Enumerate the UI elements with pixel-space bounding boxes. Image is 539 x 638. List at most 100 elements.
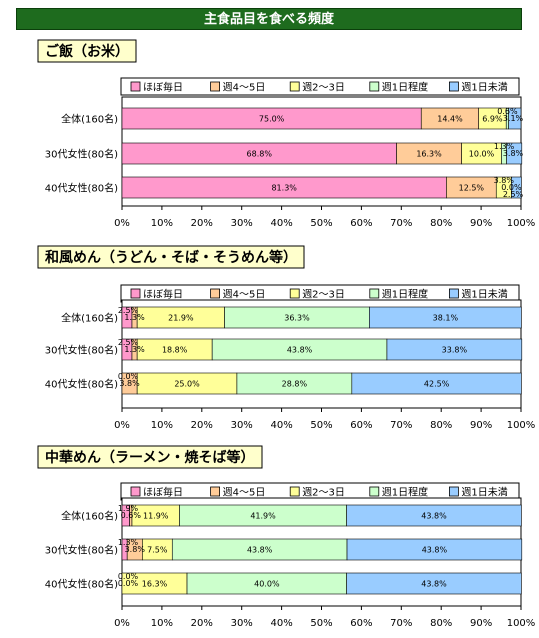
data-label: 38.1% xyxy=(433,314,459,323)
legend-swatch xyxy=(369,81,380,92)
category-label: 30代女性(80名) xyxy=(45,544,118,557)
legend-entry: 週4〜5日 xyxy=(223,487,266,499)
bar-segment xyxy=(506,142,523,165)
x-tick-label: 40% xyxy=(270,420,292,431)
x-tick-label: 0% xyxy=(114,420,130,431)
legend-entry: 週1日程度 xyxy=(382,288,428,301)
data-label: 2.5% xyxy=(503,190,524,199)
legend-swatch xyxy=(289,486,300,497)
data-label: 41.9% xyxy=(250,512,276,521)
data-label: 7.5% xyxy=(147,546,168,555)
category-label: 40代女性(80名) xyxy=(45,378,118,391)
data-label: 68.8% xyxy=(247,150,273,159)
x-tick-label: 50% xyxy=(310,618,332,629)
x-tick-label: 90% xyxy=(470,420,492,431)
legend-swatch xyxy=(289,288,300,299)
data-label: 43.8% xyxy=(422,546,448,555)
x-tick-label: 10% xyxy=(151,618,173,629)
data-label: 0.0% xyxy=(501,183,522,192)
legend-entry: 週1日未満 xyxy=(461,289,507,301)
legend-entry: 週2〜3日 xyxy=(302,487,345,499)
data-label: 3.1% xyxy=(503,114,524,123)
data-label: 33.8% xyxy=(442,346,468,355)
category-label: 全体(160名) xyxy=(61,113,118,126)
data-label: 43.8% xyxy=(421,580,447,589)
chart-2: 和風めん（うどん・そば・そうめん等） ほぼ毎日 週4〜5日 週2〜3日 週1日程度 週1日… xyxy=(37,245,535,431)
data-label: 1.9% xyxy=(118,504,139,513)
section-label-box xyxy=(37,445,263,469)
data-label: 11.9% xyxy=(143,512,169,521)
data-label: 36.3% xyxy=(284,314,310,323)
legend-box xyxy=(120,77,520,96)
legend-swatch xyxy=(130,81,141,92)
legend-swatch xyxy=(289,81,300,92)
data-label: 16.3% xyxy=(142,580,168,589)
category-label: 30代女性(80名) xyxy=(45,148,118,161)
legend-swatch xyxy=(448,81,459,92)
bar-segment xyxy=(346,504,522,527)
x-tick-label: 30% xyxy=(231,218,253,229)
data-label: 6.9% xyxy=(482,115,503,124)
bar-segment xyxy=(511,176,522,199)
legend-swatch xyxy=(130,486,141,497)
bar-segment xyxy=(346,538,523,561)
category-label: 全体(160名) xyxy=(61,510,118,523)
data-label: 3.8% xyxy=(503,149,524,158)
legend-swatch xyxy=(369,486,380,497)
x-tick-label: 50% xyxy=(310,218,332,229)
section-label: ご飯（お米） xyxy=(45,43,129,60)
legend-entry: 週1日程度 xyxy=(382,486,428,499)
data-label: 12.5% xyxy=(459,184,485,193)
data-label: 14.4% xyxy=(437,115,463,124)
x-tick-label: 40% xyxy=(270,618,292,629)
x-tick-label: 80% xyxy=(430,218,452,229)
legend-entry: 週2〜3日 xyxy=(302,289,345,301)
section-label: 中華めん（ラーメン・焼そば等） xyxy=(45,449,254,466)
x-tick-label: 70% xyxy=(390,218,412,229)
x-tick-label: 50% xyxy=(310,420,332,431)
legend-swatch xyxy=(130,288,141,299)
data-label: 43.8% xyxy=(287,346,313,355)
legend-entry: ほぼ毎日 xyxy=(143,288,183,301)
x-tick-label: 90% xyxy=(470,218,492,229)
legend-entry: 週1日未満 xyxy=(461,82,507,94)
data-label: 3.8% xyxy=(119,379,140,388)
legend-swatch xyxy=(448,288,459,299)
data-label: 18.8% xyxy=(162,346,188,355)
x-tick-label: 30% xyxy=(231,618,253,629)
data-label: 1.3% xyxy=(124,345,145,354)
x-tick-label: 20% xyxy=(191,618,213,629)
data-label: 75.0% xyxy=(259,115,285,124)
x-tick-label: 70% xyxy=(390,618,412,629)
category-label: 全体(160名) xyxy=(61,312,118,325)
x-tick-label: 40% xyxy=(270,218,292,229)
legend-swatch xyxy=(210,486,221,497)
legend-swatch xyxy=(210,81,221,92)
data-label: 1.3% xyxy=(118,538,139,547)
section-label-box xyxy=(37,245,305,269)
x-tick-label: 0% xyxy=(114,618,130,629)
legend-swatch xyxy=(369,288,380,299)
bar-segment xyxy=(386,338,523,361)
data-label: 10.0% xyxy=(469,150,495,159)
x-tick-label: 10% xyxy=(151,420,173,431)
data-label: 2.5% xyxy=(118,306,139,315)
bar-segment xyxy=(346,572,522,595)
x-tick-label: 80% xyxy=(430,420,452,431)
x-tick-label: 30% xyxy=(231,420,253,431)
page-title: 主食品目を食べる頻度 xyxy=(16,8,522,30)
x-tick-label: 100% xyxy=(507,618,536,629)
data-label: 43.8% xyxy=(421,512,447,521)
legend-entry: 週1日程度 xyxy=(382,81,428,94)
x-tick-label: 60% xyxy=(350,618,372,629)
x-tick-label: 70% xyxy=(390,420,412,431)
legend-entry: ほぼ毎日 xyxy=(143,486,183,499)
data-label: 0.6% xyxy=(497,107,518,116)
data-label: 0.0% xyxy=(118,372,139,381)
category-label: 40代女性(80名) xyxy=(45,578,118,591)
x-tick-label: 0% xyxy=(114,218,130,229)
chart-3: 中華めん（ラーメン・焼そば等） ほぼ毎日 週4〜5日 週2〜3日 週1日程度 週1日未満 0… xyxy=(37,445,536,629)
bar-segment xyxy=(508,107,522,130)
x-tick-label: 100% xyxy=(507,218,536,229)
